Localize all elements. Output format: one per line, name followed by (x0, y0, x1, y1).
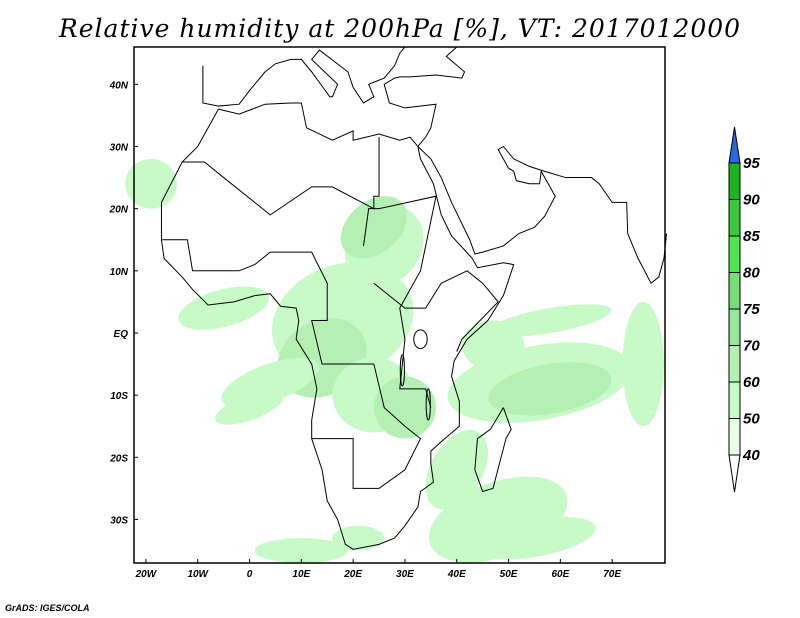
colorbar-below-triangle (728, 454, 741, 493)
levant-outline (383, 46, 466, 147)
x-tick-label: 30E (396, 569, 414, 580)
x-tick-label: 60E (551, 569, 569, 580)
borders4-outline (363, 195, 437, 408)
colorbar-label: 50 (743, 411, 760, 428)
map-frame (133, 46, 666, 564)
y-tick-label: 30S (110, 515, 128, 526)
x-tick-label: 10E (292, 569, 310, 580)
colorbar-segment (728, 235, 741, 273)
humidity-region (221, 357, 320, 408)
grads-credit: GrADS: IGES/COLA (5, 603, 90, 613)
colorbar-segment (728, 272, 741, 310)
humidity-region (215, 390, 284, 425)
axis-ticks: 20W 10W 0 10E 20E 30E 40E 50E 60E 70E 40N 30N 20N 10N… (109, 80, 622, 580)
x-tick-label: 10W (187, 569, 209, 580)
x-tick-label: 0 (247, 569, 253, 580)
colorbar-segment (728, 381, 741, 419)
colorbar-label: 90 (743, 192, 760, 209)
colorbar-label: 60 (743, 374, 760, 391)
coastlines (160, 46, 668, 550)
europe-outline (202, 46, 406, 107)
y-tick-label: 20S (109, 453, 128, 464)
colorbar-label: 95 (743, 155, 760, 172)
colorbar-label: 75 (743, 301, 760, 318)
colorbar-label: 85 (743, 228, 760, 245)
y-tick-label: 20N (109, 205, 129, 216)
humidity-region (488, 304, 612, 337)
humidity-region (473, 516, 596, 560)
humidity-region (340, 196, 407, 259)
humidity-region (622, 301, 664, 427)
humidity-region (425, 429, 489, 510)
colorbar-segment (728, 199, 741, 237)
borders-outline (182, 137, 380, 216)
colorbar-segment (728, 308, 741, 346)
lake-outline (413, 329, 428, 350)
humidity-region (488, 362, 612, 416)
colorbar-label: 70 (743, 338, 760, 355)
asia-outline (417, 145, 668, 285)
lake-outline (399, 354, 405, 387)
madagascar-outline (474, 407, 512, 493)
x-tick-label: 70E (603, 569, 621, 580)
colorbar: 40 50 60 70 75 80 85 90 95 (728, 126, 760, 493)
y-tick-label: 10S (110, 391, 128, 402)
humidity-region (178, 286, 269, 330)
humidity-region (125, 158, 177, 209)
x-tick-label: 50E (500, 569, 518, 580)
colorbar-label: 80 (743, 265, 760, 282)
plot-title: Relative humidity at 200hPa [%], VT: 201… (58, 14, 742, 43)
y-tick-label: 30N (110, 142, 129, 153)
borders2-outline (161, 239, 422, 489)
colorbar-label: 40 (742, 447, 760, 464)
y-tick-label: 10N (110, 267, 129, 278)
humidity-region (254, 538, 348, 564)
borders3-outline (373, 270, 499, 352)
y-tick-label: 40N (109, 80, 129, 91)
colorbar-segment (728, 345, 741, 383)
x-tick-label: 20E (343, 569, 362, 580)
colorbar-segment (728, 418, 741, 456)
africa-outline (160, 102, 515, 550)
lake-outline (425, 388, 431, 421)
y-tick-label: EQ (114, 329, 129, 340)
x-tick-label: 40E (447, 569, 466, 580)
humidity-region (373, 376, 437, 439)
humidity-field (125, 158, 664, 564)
colorbar-segment (728, 162, 741, 200)
x-tick-label: 20W (135, 569, 158, 580)
colorbar-above-triangle (728, 126, 741, 164)
